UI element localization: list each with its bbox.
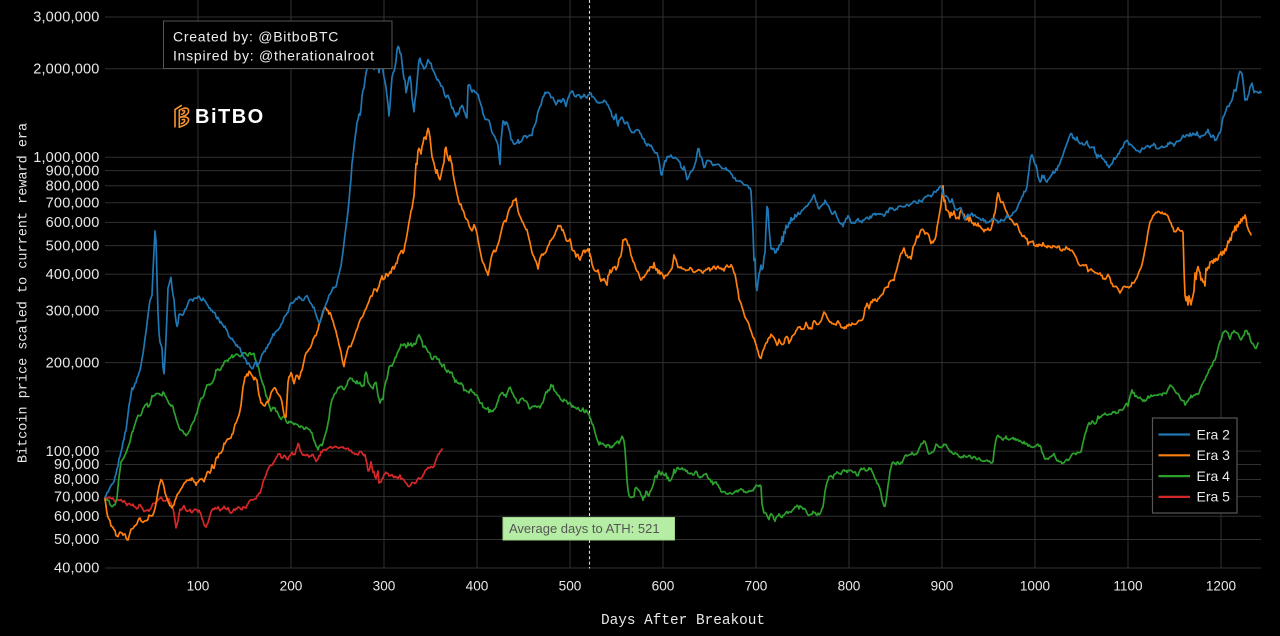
svg-text:700,000: 700,000 xyxy=(46,195,100,211)
svg-text:2,000,000: 2,000,000 xyxy=(33,61,99,77)
svg-text:1100: 1100 xyxy=(1113,578,1143,593)
svg-text:3,000,000: 3,000,000 xyxy=(33,10,99,26)
svg-text:900,000: 900,000 xyxy=(46,163,100,179)
svg-text:700: 700 xyxy=(745,578,768,593)
svg-text:Era 3: Era 3 xyxy=(1197,447,1231,463)
svg-text:1000: 1000 xyxy=(1020,578,1051,593)
svg-text:1,000,000: 1,000,000 xyxy=(33,150,99,166)
svg-text:60,000: 60,000 xyxy=(54,509,100,525)
svg-text:400: 400 xyxy=(466,578,489,593)
svg-text:200,000: 200,000 xyxy=(46,355,100,371)
svg-text:100,000: 100,000 xyxy=(46,444,100,460)
svg-text:80,000: 80,000 xyxy=(54,472,100,488)
svg-text:40,000: 40,000 xyxy=(54,561,100,577)
svg-text:500,000: 500,000 xyxy=(46,238,100,254)
svg-text:Average days to ATH: 521: Average days to ATH: 521 xyxy=(509,521,660,536)
svg-text:900: 900 xyxy=(931,578,954,593)
svg-text:500: 500 xyxy=(559,578,582,593)
svg-text:Created by: @BitboBTC: Created by: @BitboBTC xyxy=(173,29,339,45)
svg-text:1200: 1200 xyxy=(1206,578,1237,593)
svg-text:Bitcoin price scaled to curren: Bitcoin price scaled to current reward e… xyxy=(17,123,32,463)
svg-text:Era 5: Era 5 xyxy=(1197,489,1231,505)
svg-text:400,000: 400,000 xyxy=(46,267,100,283)
svg-text:50,000: 50,000 xyxy=(54,532,100,548)
svg-text:600,000: 600,000 xyxy=(46,215,100,231)
svg-text:300: 300 xyxy=(373,578,396,593)
svg-text:Inspired by: @therationalroot: Inspired by: @therationalroot xyxy=(173,48,375,64)
svg-text:100: 100 xyxy=(187,578,210,593)
svg-text:90,000: 90,000 xyxy=(54,457,100,473)
svg-text:800: 800 xyxy=(838,578,861,593)
svg-text:Era 4: Era 4 xyxy=(1197,468,1231,484)
svg-text:Days After Breakout: Days After Breakout xyxy=(601,613,765,629)
svg-text:70,000: 70,000 xyxy=(54,489,100,505)
svg-text:300,000: 300,000 xyxy=(46,304,100,320)
svg-text:800,000: 800,000 xyxy=(46,178,100,194)
svg-text:Era 2: Era 2 xyxy=(1197,426,1231,442)
svg-text:600: 600 xyxy=(652,578,675,593)
svg-text:200: 200 xyxy=(280,578,303,593)
svg-text:BiTBO: BiTBO xyxy=(195,106,265,128)
